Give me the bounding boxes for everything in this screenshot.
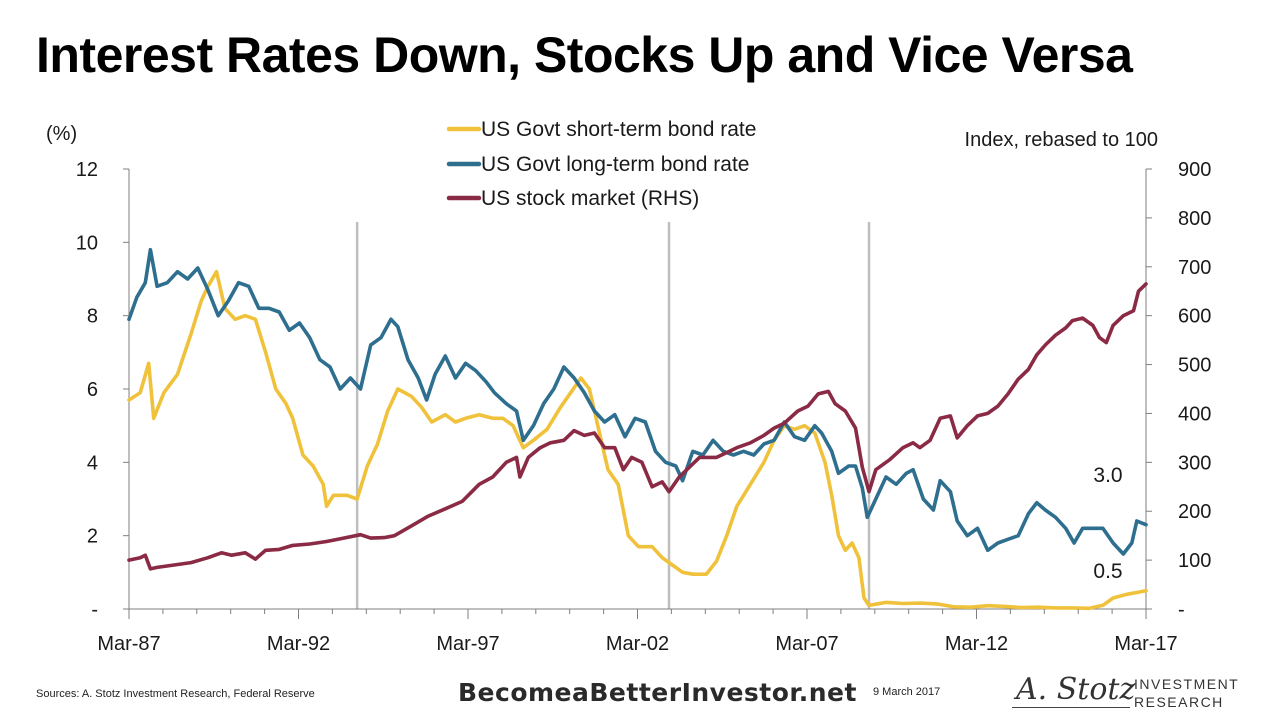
right-tick-label: 500 (1178, 355, 1211, 377)
left-axis-unit: (%) (46, 123, 77, 145)
chart-annotations: 3.0 0.5 (1093, 464, 1122, 583)
x-tick-label: Mar-02 (606, 633, 669, 655)
x-tick-label: Mar-12 (945, 633, 1008, 655)
left-tick-label: 10 (76, 232, 98, 254)
x-tick-label: Mar-92 (267, 633, 330, 655)
company-logo: A. Stotz INVESTMENT RESEARCH (1012, 672, 1272, 716)
legend-label-long-term-rate-line: US Govt long-term bond rate (481, 153, 749, 176)
x-tick-label: Mar-97 (436, 633, 499, 655)
left-tick-label: - (91, 599, 98, 621)
logo-text-line1: INVESTMENT (1134, 676, 1240, 692)
right-tick-label: 300 (1178, 452, 1211, 474)
left-tick-label: 4 (87, 452, 98, 474)
sources-text: Sources: A. Stotz Investment Research, F… (36, 688, 315, 700)
x-tick-label: Mar-07 (775, 633, 838, 655)
right-tick-label: 400 (1178, 403, 1211, 425)
right-tick-label: 600 (1178, 306, 1211, 328)
x-tick-label: Mar-87 (97, 633, 160, 655)
logo-divider (1012, 707, 1130, 708)
legend-label-short-term-rate-line: US Govt short-term bond rate (481, 118, 756, 141)
right-axis-unit: Index, rebased to 100 (965, 129, 1158, 151)
chart-legend: US Govt short-term bond rate US Govt long… (446, 118, 756, 210)
left-axis-ticks: - 2 4 6 8 10 12 (76, 159, 129, 621)
end-value-label: 0.5 (1093, 560, 1122, 583)
recession-lines (355, 222, 871, 609)
legend-label-stock-market-line: US stock market (RHS) (481, 187, 699, 210)
page-title: Interest Rates Down, Stocks Up and Vice … (36, 27, 1133, 83)
left-tick-label: 2 (87, 526, 98, 548)
date-text: 9 March 2017 (873, 686, 941, 698)
left-tick-label: 6 (87, 379, 98, 401)
logo-signature: A. Stotz (1016, 672, 1136, 707)
left-tick-label: 8 (87, 306, 98, 328)
right-tick-label: 800 (1178, 208, 1211, 230)
website-link[interactable]: BecomeaBetterInvestor.net (458, 678, 857, 707)
right-axis-ticks: - 100 200 300 400 500 600 700 800 900 (1146, 159, 1211, 621)
x-tick-label: Mar-17 (1114, 633, 1177, 655)
left-tick-label: 12 (76, 159, 98, 181)
right-tick-label: 900 (1178, 159, 1211, 181)
end-value-label: 3.0 (1093, 464, 1122, 487)
right-tick-label: - (1178, 599, 1185, 621)
right-tick-label: 100 (1178, 550, 1211, 572)
right-tick-label: 700 (1178, 257, 1211, 279)
logo-text-line2: RESEARCH (1134, 694, 1224, 710)
x-axis-ticks: Mar-87 Mar-92 Mar-97 Mar-02 Mar-07 Mar-12 Mar-… (97, 609, 1178, 655)
series-lines (127, 247, 1148, 611)
long-term-rate-line (127, 247, 1148, 556)
short-term-rate-line (127, 269, 1148, 611)
stock-market-line (127, 282, 1148, 571)
right-tick-label: 200 (1178, 501, 1211, 523)
